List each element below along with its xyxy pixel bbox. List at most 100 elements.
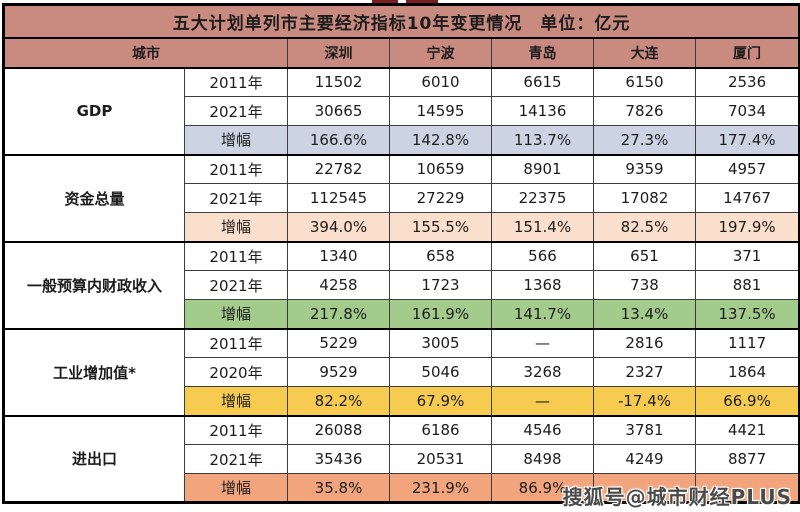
value-cell: 7034 (694, 96, 800, 126)
growth-value-cell: 217.8% (287, 299, 390, 329)
table-row: 一般预算内财政收入 2011年 1340 658 566 651 371 (3, 240, 800, 329)
table-row: 增幅 166.6% 142.8% 113.7% 27.3% 177.4% (4, 125, 800, 155)
value-cell: 4546 (491, 414, 594, 445)
value-cell: 6186 (389, 414, 492, 445)
value-cell: 20531 (389, 444, 492, 474)
value-cell: 2536 (694, 66, 800, 97)
value-cell: 6010 (389, 66, 492, 97)
value-cell: 2816 (593, 327, 696, 358)
value-cell: 3781 (593, 414, 696, 445)
table-title: 五大计划单列市主要经济指标10年变更情况 单位：亿元 (2, 4, 800, 39)
growth-value-cell: -17.4% (593, 386, 696, 416)
growth-value-cell: 166.6% (287, 125, 390, 155)
column-header-ningbo: 宁波 (389, 37, 492, 69)
value-cell: 1723 (389, 270, 492, 300)
growth-row-label: 增幅 (184, 125, 288, 155)
year-row-label: 2020年 (184, 357, 288, 387)
table-row: 资金总量 2011年 22782 10659 8901 9359 4957 (3, 153, 800, 242)
year-row-label: 2011年 (184, 327, 288, 358)
year-row-label: 2021年 (184, 183, 288, 213)
category-label: 一般预算内财政收入 (3, 240, 185, 329)
value-cell: 11502 (287, 66, 390, 97)
value-cell: 17082 (593, 183, 696, 213)
value-cell: 8901 (491, 153, 594, 184)
growth-value-cell: 27.3% (593, 125, 696, 155)
value-cell: 2327 (593, 357, 696, 387)
value-cell: — (491, 327, 594, 358)
value-cell: 371 (694, 240, 800, 271)
category-label: 进出口 (3, 414, 185, 503)
value-cell: 4957 (694, 153, 800, 184)
value-cell: 6615 (491, 66, 594, 97)
growth-value-cell: 35.8% (287, 473, 390, 503)
growth-value-cell: 82.2% (287, 386, 390, 416)
cropped-watermark-fragment (372, 0, 398, 3)
value-cell: 30665 (287, 96, 390, 126)
growth-value-cell: 141.7% (491, 299, 594, 329)
value-cell: 1117 (694, 327, 800, 358)
value-cell: 10659 (389, 153, 492, 184)
value-cell: 8498 (491, 444, 594, 474)
growth-value-cell: 86.9% (491, 473, 594, 503)
table-row: 2021年 4258 1723 1368 738 881 (4, 270, 800, 300)
year-row-label: 2021年 (184, 444, 288, 474)
year-row-label: 2011年 (184, 66, 288, 97)
table-row: 进出口 2011年 26088 6186 4546 3781 4421 (3, 414, 800, 503)
year-row-label: 2011年 (184, 153, 288, 184)
table-row: 2021年 35436 20531 8498 4249 8877 (4, 444, 800, 474)
value-cell: 22375 (491, 183, 594, 213)
value-cell: 9359 (593, 153, 696, 184)
year-row-label: 2021年 (184, 270, 288, 300)
growth-value-cell: 155.5% (389, 212, 492, 242)
category-label: GDP (3, 66, 185, 155)
growth-value-cell: 113.7% (491, 125, 594, 155)
value-cell: 881 (694, 270, 800, 300)
value-cell: 35436 (287, 444, 390, 474)
growth-value-cell: 137.5% (694, 299, 800, 329)
value-cell: 5229 (287, 327, 390, 358)
growth-value-cell: 394.0% (287, 212, 390, 242)
value-cell: 658 (389, 240, 492, 271)
value-cell: 27229 (389, 183, 492, 213)
value-cell: 8877 (694, 444, 800, 474)
value-cell: 3268 (491, 357, 594, 387)
value-cell: 4258 (287, 270, 390, 300)
growth-row-label: 增幅 (184, 386, 288, 416)
growth-value-cell: — (491, 386, 594, 416)
growth-row-label: 增幅 (184, 473, 288, 503)
table-row: 工业增加值* 2011年 5229 3005—2816 1117 (3, 327, 800, 416)
title-row: 五大计划单列市主要经济指标10年变更情况 单位：亿元 (2, 4, 800, 39)
growth-value-cell: 66.9% (694, 386, 800, 416)
value-cell: 3005 (389, 327, 492, 358)
growth-value-cell: 142.8% (389, 125, 492, 155)
growth-value-cell: 13.4% (593, 299, 696, 329)
value-cell: 566 (491, 240, 594, 271)
growth-value-cell: 177.4% (694, 125, 800, 155)
value-cell: 1340 (287, 240, 390, 271)
value-cell: 14136 (491, 96, 594, 126)
value-cell: 14767 (694, 183, 800, 213)
value-cell: 7826 (593, 96, 696, 126)
value-cell: 4249 (593, 444, 696, 474)
category-label: 资金总量 (3, 153, 185, 242)
year-row-label: 2021年 (184, 96, 288, 126)
value-cell: 5046 (389, 357, 492, 387)
value-cell: 738 (593, 270, 696, 300)
column-header-city: 城市 (3, 37, 288, 69)
growth-value-cell (593, 473, 696, 503)
growth-value-cell: 161.9% (389, 299, 492, 329)
year-row-label: 2011年 (184, 414, 288, 445)
growth-value-cell: 231.9% (389, 473, 492, 503)
cropped-watermark-fragment (406, 0, 438, 3)
value-cell: 14595 (389, 96, 492, 126)
column-header-dalian: 大连 (593, 37, 696, 69)
year-row-label: 2011年 (184, 240, 288, 271)
value-cell: 4421 (694, 414, 800, 445)
table-row: 2020年 9529 5046 3268 2327 1864 (4, 357, 800, 387)
column-header-shenzhen: 深圳 (287, 37, 390, 69)
table-row: 2021年 30665 14595 14136 7826 7034 (4, 96, 800, 126)
growth-row-label: 增幅 (184, 299, 288, 329)
economic-indicators-table: 五大计划单列市主要经济指标10年变更情况 单位：亿元 城市 深圳 宁波 青岛 大… (2, 3, 800, 504)
value-cell: 112545 (287, 183, 390, 213)
